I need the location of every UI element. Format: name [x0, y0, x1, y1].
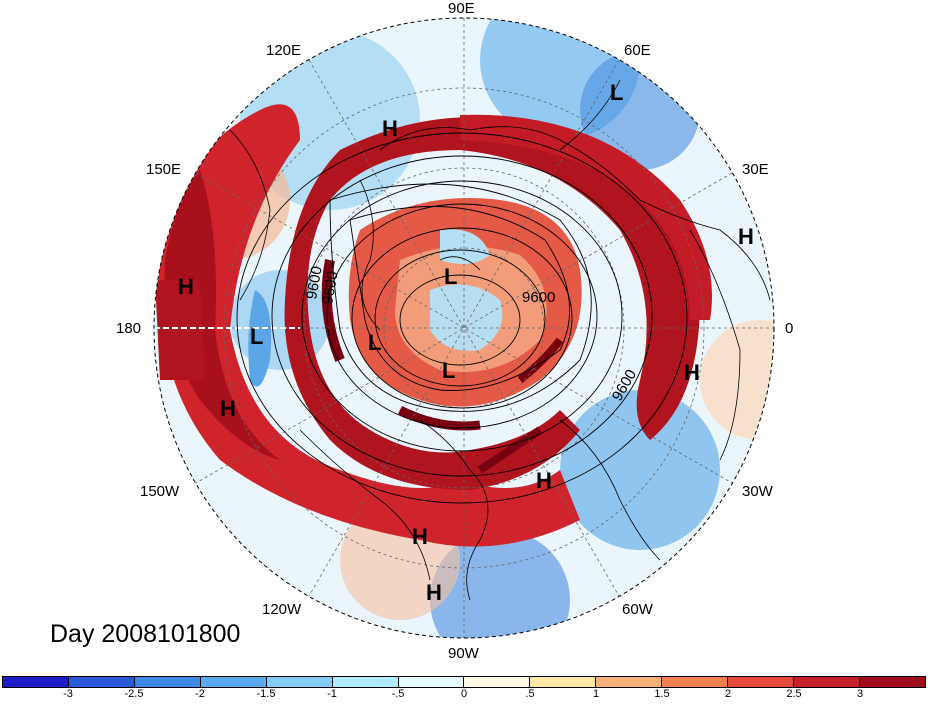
- colorbar-segment: [398, 677, 465, 687]
- low-center: L: [610, 80, 623, 105]
- lon-label-0: 0: [785, 320, 793, 337]
- colorbar-segment: [3, 677, 69, 687]
- high-center: H: [738, 224, 754, 249]
- colorbar-tick-label: 2.5: [786, 688, 802, 700]
- height-contours: [236, 132, 688, 504]
- colorbar-tick-label: -1: [327, 688, 337, 700]
- lon-label-90e: 90E: [448, 0, 475, 17]
- lon-label-150w: 150W: [140, 483, 180, 500]
- colorbar-segment: [662, 677, 729, 687]
- lon-label-60w: 60W: [622, 601, 654, 618]
- colorbar-segment: [464, 677, 531, 687]
- colorbar-tick-label: -3: [63, 688, 73, 700]
- colorbar-segment: [728, 677, 795, 687]
- colorbar-tick-label: 1.5: [654, 688, 670, 700]
- high-center: H: [536, 468, 552, 493]
- colorbar-segment: [134, 677, 201, 687]
- longitude-labels: 90E 60E 30E 0 30W 60W 90W 120W 150W 180 …: [116, 0, 793, 662]
- colorbar-segment: [794, 677, 860, 687]
- coastlines: [229, 79, 771, 601]
- lon-label-30w: 30W: [742, 483, 774, 500]
- anomaly-field: [154, 18, 774, 638]
- contour-label: 9600: [319, 270, 342, 306]
- colorbar-tick-label: -1.5: [256, 688, 276, 700]
- colorbar-segment: [266, 677, 333, 687]
- high-center: H: [178, 274, 194, 299]
- high-center: H: [220, 396, 236, 421]
- colorbar-segment: [859, 677, 925, 687]
- colorbar-segment: [332, 677, 399, 687]
- colorbar-ticks: -3 -2.5 -2 -1.5 -1 -.5 0 .5 1 1.5 2 2.5 3: [2, 688, 926, 702]
- high-center: H: [382, 116, 398, 141]
- high-center: H: [412, 524, 428, 549]
- colorbar-tick-label: 0: [460, 688, 468, 700]
- colorbar-tick-label: -.5: [391, 688, 405, 700]
- colorbar-tick-label: 2: [724, 688, 732, 700]
- low-center: L: [250, 324, 263, 349]
- colorbar-segment: [200, 677, 267, 687]
- lon-label-60e: 60E: [624, 42, 651, 59]
- contour-label: 9600: [522, 289, 555, 306]
- low-center: H: [426, 580, 442, 605]
- lon-label-30e: 30E: [742, 161, 769, 178]
- lon-label-120w: 120W: [262, 601, 302, 618]
- lon-label-180: 180: [116, 320, 141, 337]
- colorbar-segment: [530, 677, 597, 687]
- colorbar-segment: [596, 677, 663, 687]
- lon-label-150e: 150E: [146, 161, 181, 178]
- pressure-centers: H L H H L L L H L H H H H: [178, 80, 754, 605]
- lon-label-120e: 120E: [266, 42, 301, 59]
- map-boundary: [153, 17, 775, 639]
- colorbar-tick-label: .5: [525, 688, 535, 700]
- contour-label: 9600: [303, 265, 326, 301]
- lon-label-90w: 90W: [448, 645, 480, 662]
- colorbar-tick-label: -2.5: [124, 688, 144, 700]
- high-center: H: [684, 360, 700, 385]
- colorbar: [2, 676, 926, 688]
- colorbar-segment: [68, 677, 135, 687]
- colorbar-tick-label: 1: [592, 688, 600, 700]
- low-center: L: [368, 330, 381, 355]
- low-center: L: [442, 358, 455, 383]
- low-center: L: [444, 264, 457, 289]
- colorbar-tick-label: 3: [856, 688, 864, 700]
- map-title: Day 2008101800: [50, 620, 241, 648]
- colorbar-tick-label: -2: [195, 688, 205, 700]
